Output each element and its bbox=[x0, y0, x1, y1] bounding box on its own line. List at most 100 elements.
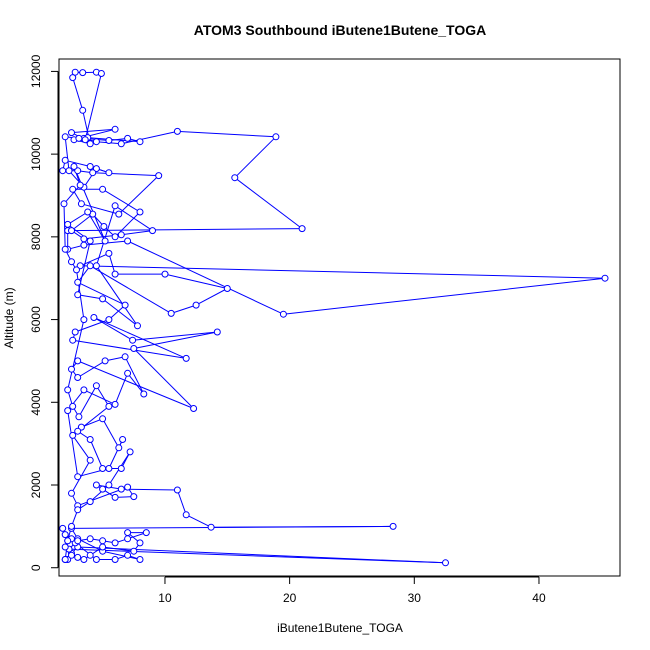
data-point bbox=[61, 543, 69, 551]
series-line-segment bbox=[234, 177, 303, 229]
data-point bbox=[124, 237, 132, 245]
series-line-segment bbox=[133, 348, 194, 409]
data-point bbox=[100, 223, 108, 230]
data-point bbox=[136, 556, 144, 563]
data-point bbox=[70, 163, 78, 170]
series-line-segment bbox=[63, 203, 66, 250]
data-point bbox=[192, 301, 200, 309]
data-point bbox=[68, 365, 75, 373]
series-line-segment bbox=[93, 317, 187, 359]
data-point bbox=[272, 133, 280, 141]
y-axis: 0 2000 4000 6000 8000 10000 12000 bbox=[29, 54, 59, 571]
data-point bbox=[92, 382, 100, 390]
chart-title: ATOM3 Southbound iButene1Butene_TOGA bbox=[194, 22, 486, 38]
data-point bbox=[80, 556, 88, 563]
data-point bbox=[182, 354, 190, 362]
series-line-segment bbox=[108, 304, 126, 320]
data-point bbox=[213, 328, 221, 336]
x-axis: 10 20 30 40 bbox=[158, 576, 546, 605]
data-point bbox=[99, 537, 107, 545]
series-line-segment bbox=[93, 317, 133, 341]
series-line-segment bbox=[118, 175, 160, 215]
x-axis-label: iButene1Butene_TOGA bbox=[277, 621, 403, 635]
data-point bbox=[105, 249, 113, 257]
data-point bbox=[74, 506, 82, 514]
data-point bbox=[71, 68, 79, 76]
data-point bbox=[182, 511, 190, 519]
data-point bbox=[68, 258, 75, 266]
series-line-segment bbox=[176, 489, 187, 515]
data-point bbox=[124, 529, 132, 537]
data-point bbox=[69, 402, 77, 410]
y-tick-label: 8000 bbox=[29, 223, 43, 250]
data-point bbox=[61, 556, 69, 563]
data-point bbox=[134, 322, 141, 330]
data-point bbox=[111, 400, 119, 408]
data-point bbox=[223, 285, 231, 292]
series-line-segment bbox=[89, 439, 104, 469]
data-point bbox=[86, 237, 94, 245]
data-point bbox=[73, 266, 80, 274]
data-point bbox=[90, 314, 98, 321]
series-line-segment bbox=[124, 356, 145, 395]
data-point bbox=[173, 486, 181, 494]
series-line-segment bbox=[77, 538, 103, 552]
data-point bbox=[117, 231, 125, 239]
data-point-group bbox=[59, 68, 609, 567]
series-line-segment bbox=[72, 77, 84, 111]
plot-frame bbox=[58, 58, 621, 577]
data-point bbox=[207, 523, 215, 531]
y-tick-label: 10000 bbox=[29, 137, 43, 171]
data-point bbox=[155, 172, 163, 180]
data-point bbox=[101, 237, 109, 245]
series-line-segment bbox=[72, 435, 91, 461]
data-point bbox=[92, 262, 100, 270]
data-point bbox=[76, 181, 84, 189]
data-point bbox=[97, 70, 105, 77]
series-line-segment bbox=[102, 550, 141, 560]
series-line-segment bbox=[95, 205, 116, 266]
data-point bbox=[74, 291, 82, 299]
data-point bbox=[81, 136, 89, 144]
data-point bbox=[61, 245, 69, 253]
data-point bbox=[69, 336, 77, 344]
data-point bbox=[80, 235, 88, 243]
series-line-segment bbox=[283, 277, 606, 315]
series-line-segment bbox=[127, 240, 284, 315]
data-point bbox=[111, 233, 119, 241]
data-point bbox=[105, 137, 113, 144]
data-point bbox=[173, 127, 181, 135]
data-point bbox=[86, 551, 94, 559]
series-line-segment bbox=[77, 240, 91, 295]
data-point bbox=[121, 301, 129, 309]
series-line-segment bbox=[73, 166, 106, 242]
series-line-segment bbox=[92, 172, 159, 177]
data-point bbox=[142, 529, 150, 537]
data-point bbox=[80, 241, 88, 249]
data-point bbox=[105, 402, 113, 410]
series-line-segment bbox=[177, 130, 276, 138]
data-point bbox=[65, 167, 73, 175]
data-point bbox=[68, 551, 75, 559]
data-point bbox=[124, 369, 132, 377]
x-tick-label: 30 bbox=[408, 591, 422, 605]
data-point bbox=[74, 374, 82, 381]
series-line-segment bbox=[114, 205, 153, 232]
data-point bbox=[115, 444, 123, 452]
series-line-segment bbox=[67, 319, 85, 391]
series-line-segment bbox=[211, 525, 394, 528]
data-point bbox=[61, 133, 69, 141]
data-point bbox=[84, 208, 92, 216]
data-point bbox=[89, 169, 97, 177]
data-point bbox=[68, 489, 75, 497]
y-tick-label: 12000 bbox=[29, 54, 43, 88]
data-point bbox=[124, 483, 132, 491]
data-point bbox=[279, 310, 287, 318]
data-point bbox=[130, 547, 138, 555]
data-point bbox=[111, 556, 119, 563]
data-point bbox=[124, 134, 132, 142]
data-point bbox=[71, 328, 79, 336]
data-point bbox=[64, 220, 72, 228]
data-point bbox=[111, 125, 119, 133]
